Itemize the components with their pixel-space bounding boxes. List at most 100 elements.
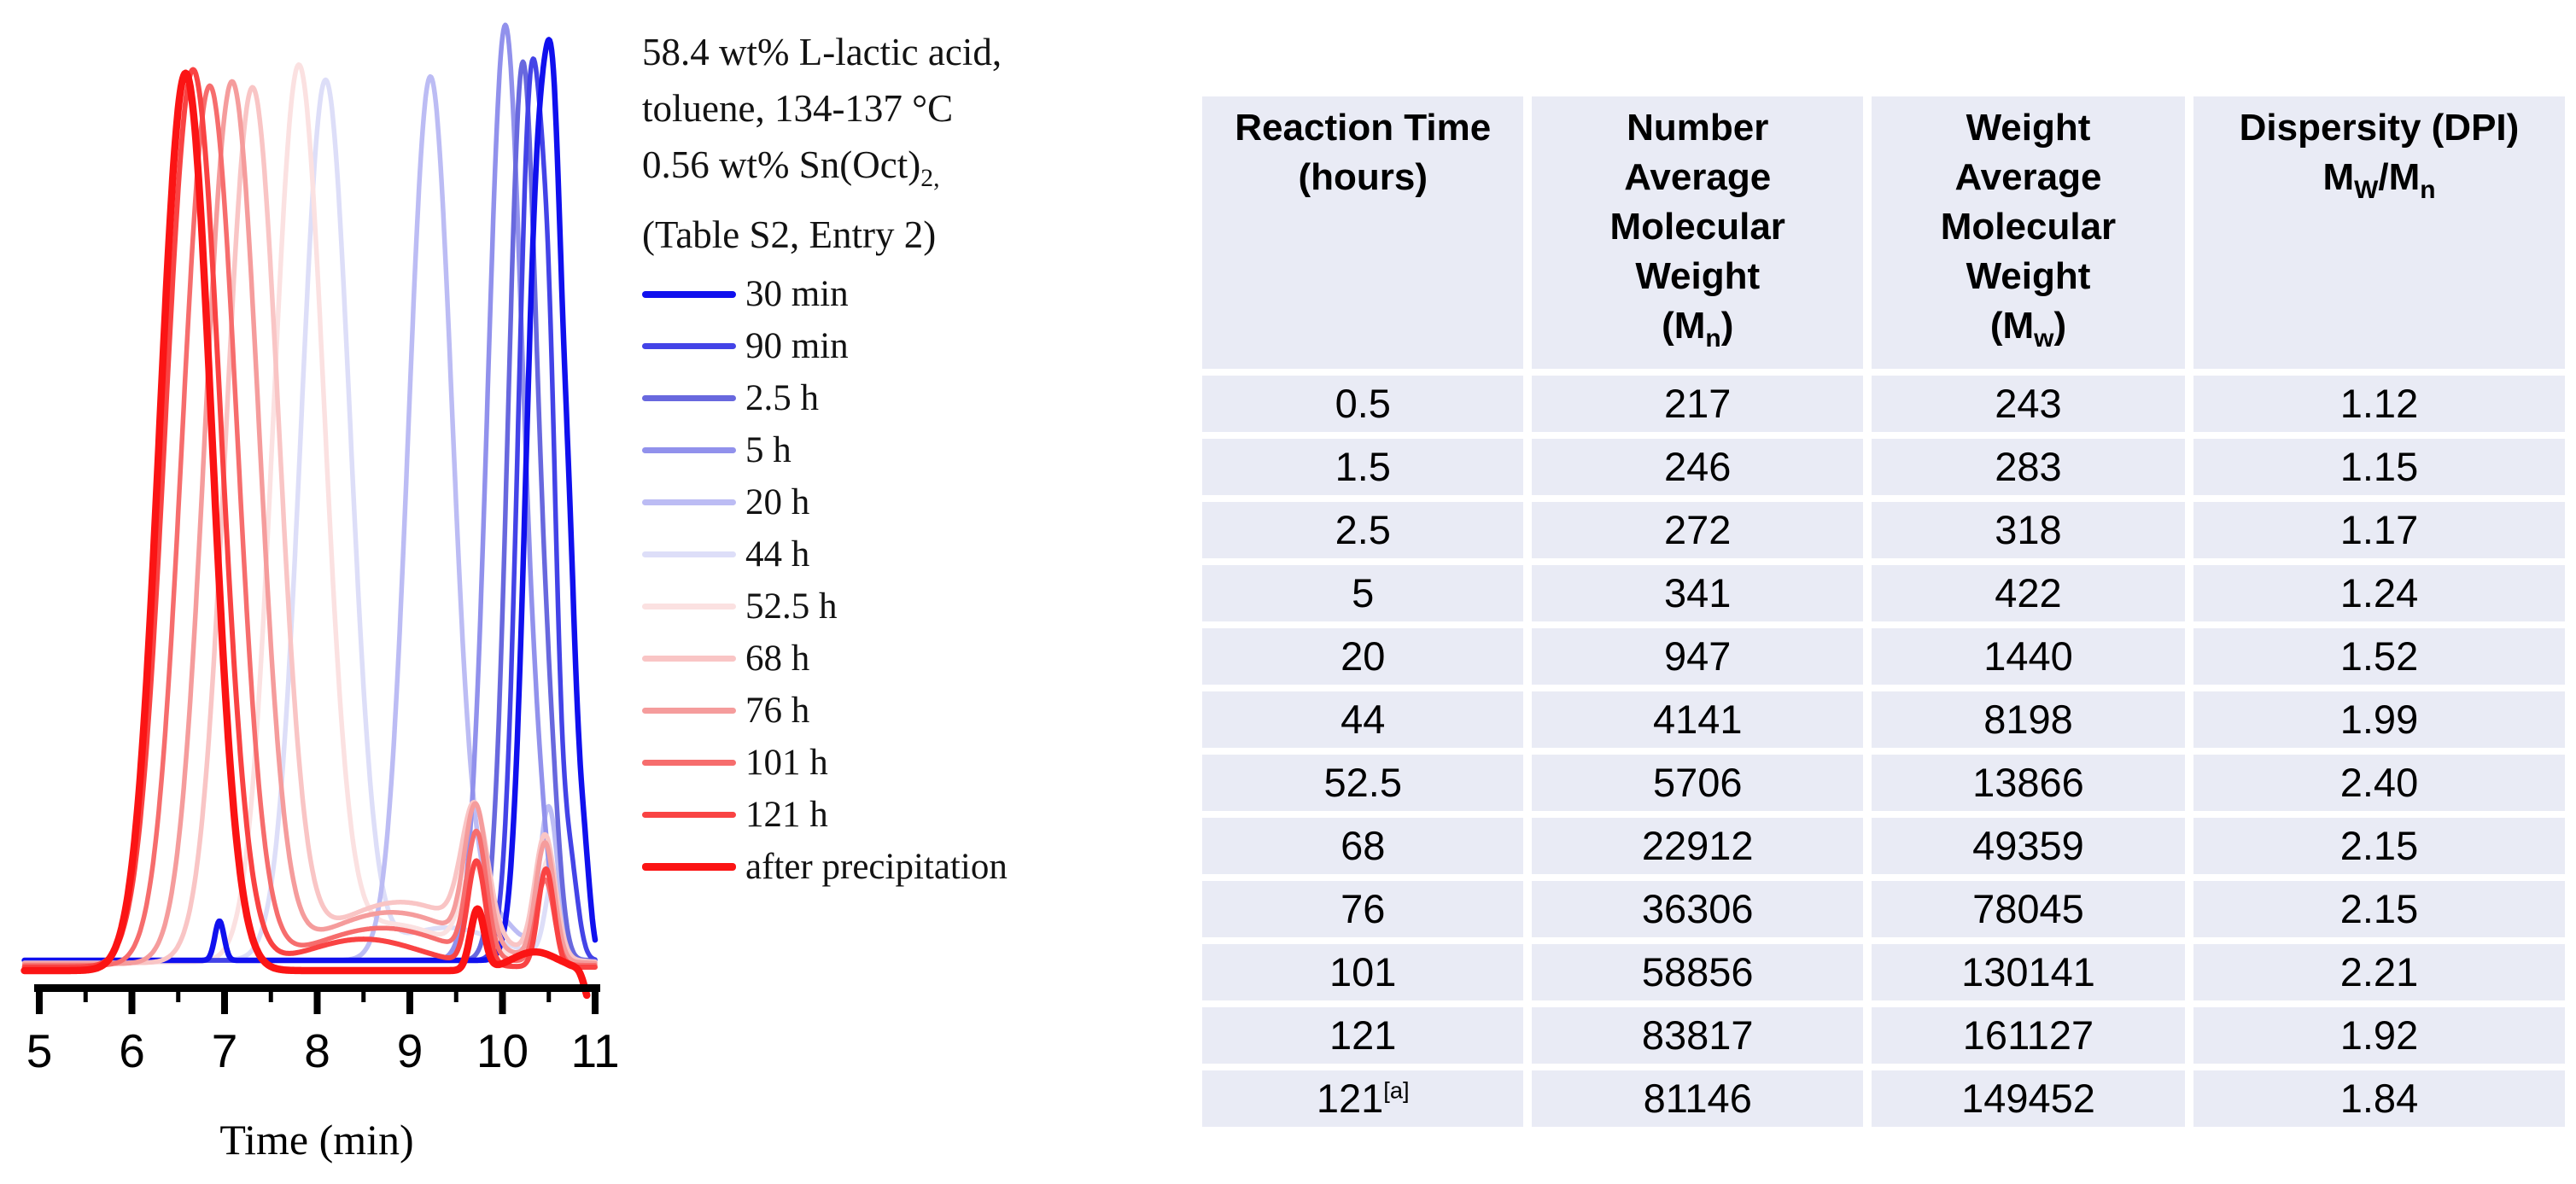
- table-cell-mw: 8198: [1872, 691, 2185, 748]
- legend-item: 76 h: [642, 685, 1206, 737]
- x-tick-label: 6: [119, 1024, 145, 1077]
- legend-item: 121 h: [642, 789, 1206, 841]
- table-header-row: Reaction Time (hours) Number Average Molecul…: [1202, 96, 2565, 369]
- table-cell-mn: 217: [1532, 375, 1863, 432]
- x-axis-minor-tick: [546, 984, 552, 1002]
- x-axis-minor-tick: [361, 984, 366, 1002]
- legend-line-swatch: [642, 395, 736, 401]
- legend-line-swatch: [642, 499, 736, 505]
- x-tick-label: 5: [26, 1024, 53, 1077]
- legend-item: 2.5 h: [642, 372, 1206, 424]
- x-axis-tick: [36, 984, 43, 1014]
- x-axis-minor-tick: [176, 984, 181, 1002]
- table-cell-dispersity: 1.12: [2193, 375, 2565, 432]
- table-header-cell: Number Average Molecular Weight (Mn): [1532, 96, 1863, 369]
- x-axis-tick: [128, 984, 136, 1014]
- table-row: 0.5 217 243 1.12: [1202, 375, 2565, 432]
- table-cell-dispersity: 2.15: [2193, 817, 2565, 874]
- legend-item-label: 68 h: [745, 639, 810, 679]
- table-header-cell: Dispersity (DPI) MW/Mn: [2193, 96, 2565, 369]
- curve-after-precipitation: [20, 69, 591, 1000]
- table-cell-mw: 283: [1872, 438, 2185, 495]
- legend-item: 44 h: [642, 528, 1206, 580]
- table-cell-mn: 58856: [1532, 943, 1863, 1000]
- table-header-cell: Weight Average Molecular Weight (Mw): [1872, 96, 2185, 369]
- legend-item: 90 min: [642, 320, 1206, 372]
- table-cell-dispersity: 1.92: [2193, 1006, 2565, 1064]
- legend-item: 52.5 h: [642, 580, 1206, 633]
- legend-item: 30 min: [642, 268, 1206, 320]
- legend-item-label: 101 h: [745, 743, 828, 783]
- table-row: 52.5 5706 13866 2.40: [1202, 754, 2565, 811]
- legend-item-label: 121 h: [745, 795, 828, 835]
- x-tick-label: 11: [570, 1024, 619, 1077]
- legend-line-swatch: [642, 290, 736, 298]
- table-cell-mn: 272: [1532, 501, 1863, 558]
- legend-item-label: 76 h: [745, 691, 810, 731]
- x-axis-tick: [313, 984, 321, 1014]
- x-tick-label: 8: [304, 1024, 330, 1077]
- table-cell-reaction-time: 5: [1202, 564, 1524, 621]
- table-cell-reaction-time: 20: [1202, 627, 1524, 685]
- legend-item-label: 44 h: [745, 534, 810, 575]
- table-cell-mw: 422: [1872, 564, 2185, 621]
- legend-item: after precipitation: [642, 841, 1206, 893]
- legend-header-line-1: 58.4 wt% L-lactic acid,: [642, 31, 1002, 73]
- table-cell-dispersity: 2.15: [2193, 880, 2565, 937]
- table-cell-dispersity: 1.99: [2193, 691, 2565, 748]
- curve-90-min: [21, 56, 598, 963]
- table-cell-dispersity: 2.40: [2193, 754, 2565, 811]
- legend-line-swatch: [642, 656, 736, 662]
- table-cell-mw: 149452: [1872, 1070, 2185, 1127]
- legend-line-swatch: [642, 551, 736, 557]
- x-axis-tick: [221, 984, 228, 1014]
- table-cell-mw: 1440: [1872, 627, 2185, 685]
- legend-header-line-3-subscript: 2,: [920, 165, 940, 192]
- table-row: 76 36306 78045 2.15: [1202, 880, 2565, 937]
- table-row: 44 4141 8198 1.99: [1202, 691, 2565, 748]
- x-axis-minor-tick: [268, 984, 273, 1002]
- table-cell-dispersity: 1.17: [2193, 501, 2565, 558]
- legend-header: 58.4 wt% L-lactic acid, toluene, 134-137…: [642, 24, 1206, 263]
- legend-item-label: 90 min: [745, 326, 849, 366]
- legend-items: 30 min 90 min 2.5 h 5 h 20 h 44 h 52.5 h 68 h 76…: [642, 268, 1206, 893]
- table-cell-mn: 83817: [1532, 1006, 1863, 1064]
- table-row: 68 22912 49359 2.15: [1202, 817, 2565, 874]
- chromatogram-plot: 5 6 7 8 9 10 11 Time (min): [20, 22, 620, 1164]
- table-cell-mw: 13866: [1872, 754, 2185, 811]
- table-cell-reaction-time: 0.5: [1202, 375, 1524, 432]
- table-row: 121[a] 81146 149452 1.84: [1202, 1070, 2565, 1127]
- results-table: Reaction Time (hours) Number Average Molecul…: [1194, 90, 2573, 1134]
- table-cell-reaction-time: 101: [1202, 943, 1524, 1000]
- table-row: 2.5 272 318 1.17: [1202, 501, 2565, 558]
- legend-item-label: 5 h: [745, 430, 791, 470]
- table-cell-mn: 22912: [1532, 817, 1863, 874]
- table-cell-mw: 161127: [1872, 1006, 2185, 1064]
- results-table-container: Reaction Time (hours) Number Average Molecul…: [1194, 90, 2573, 1134]
- legend-item: 20 h: [642, 476, 1206, 528]
- table-cell-mw: 130141: [1872, 943, 2185, 1000]
- table-cell-mw: 243: [1872, 375, 2185, 432]
- x-axis-tick: [406, 984, 413, 1014]
- table-cell-reaction-time: 44: [1202, 691, 1524, 748]
- legend-line-swatch: [642, 812, 736, 818]
- table-header-cell: Reaction Time (hours): [1202, 96, 1524, 369]
- legend-header-line-4: (Table S2, Entry 2): [642, 213, 937, 256]
- table-cell-mn: 4141: [1532, 691, 1863, 748]
- table-row: 1.5 246 283 1.15: [1202, 438, 2565, 495]
- table-cell-mn: 81146: [1532, 1070, 1863, 1127]
- legend-line-swatch: [642, 760, 736, 766]
- table-cell-reaction-time: 2.5: [1202, 501, 1524, 558]
- x-axis-minor-tick: [453, 984, 459, 1002]
- legend-item-label: 30 min: [745, 274, 849, 314]
- table-cell-dispersity: 1.15: [2193, 438, 2565, 495]
- chart-legend: 58.4 wt% L-lactic acid, toluene, 134-137…: [642, 24, 1206, 893]
- legend-item-label: 52.5 h: [745, 586, 838, 627]
- legend-header-line-2: toluene, 134-137 °C: [642, 87, 954, 130]
- table-row: 101 58856 130141 2.21: [1202, 943, 2565, 1000]
- x-tick-label: 10: [476, 1024, 529, 1077]
- x-tick-label: 7: [212, 1024, 238, 1077]
- legend-line-swatch: [642, 604, 736, 609]
- x-axis-tick: [592, 984, 599, 1014]
